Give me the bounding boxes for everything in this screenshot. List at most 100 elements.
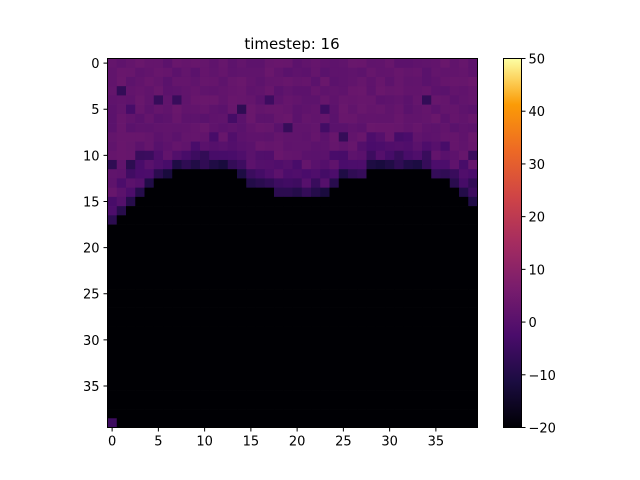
heatmap-cell bbox=[246, 316, 256, 327]
heatmap-cell bbox=[209, 159, 219, 170]
heatmap-cell bbox=[144, 159, 155, 170]
heatmap-cell bbox=[283, 279, 293, 290]
heatmap-cell bbox=[153, 390, 164, 401]
y-tick-label: 0 bbox=[91, 57, 99, 72]
heatmap-cell bbox=[227, 76, 238, 87]
heatmap-cell bbox=[200, 279, 210, 290]
heatmap-cell bbox=[366, 113, 377, 124]
heatmap-cell bbox=[153, 178, 164, 188]
heatmap-cell bbox=[357, 344, 367, 355]
heatmap-cell bbox=[274, 187, 284, 198]
heatmap-cell bbox=[144, 86, 155, 96]
heatmap-cell bbox=[366, 307, 377, 318]
heatmap-cell bbox=[468, 298, 478, 308]
heatmap-cell bbox=[440, 298, 451, 308]
heatmap-cell bbox=[403, 399, 414, 410]
heatmap-cell bbox=[264, 270, 275, 281]
heatmap-cell bbox=[209, 132, 219, 142]
heatmap-cell bbox=[116, 113, 127, 124]
heatmap-cell bbox=[292, 344, 303, 355]
heatmap-cell bbox=[135, 298, 145, 308]
heatmap-cell bbox=[227, 372, 238, 382]
heatmap-cell bbox=[385, 353, 395, 364]
heatmap-cell bbox=[283, 178, 293, 188]
colorbar-tick-label: 10 bbox=[529, 263, 546, 278]
heatmap-cell bbox=[227, 67, 238, 78]
heatmap-cell bbox=[394, 409, 404, 419]
heatmap-cell bbox=[218, 307, 229, 318]
heatmap-cell bbox=[440, 76, 451, 87]
heatmap-cell bbox=[385, 141, 395, 152]
heatmap-cell bbox=[459, 344, 469, 355]
heatmap-cell bbox=[338, 261, 349, 272]
heatmap-cell bbox=[163, 353, 173, 364]
heatmap-cell bbox=[135, 150, 145, 161]
heatmap-cell bbox=[394, 270, 404, 281]
heatmap-cell bbox=[255, 372, 266, 382]
heatmap-cell bbox=[283, 316, 293, 327]
heatmap-cell bbox=[412, 243, 423, 253]
heatmap-cell bbox=[246, 159, 256, 170]
heatmap-cell bbox=[385, 362, 395, 373]
heatmap-cell bbox=[292, 289, 303, 299]
heatmap-cell bbox=[264, 76, 275, 87]
heatmap-cell bbox=[431, 58, 441, 69]
heatmap-cell bbox=[459, 326, 469, 336]
heatmap-cell bbox=[431, 381, 441, 391]
heatmap-cell bbox=[163, 141, 173, 152]
heatmap-cell bbox=[107, 409, 118, 419]
heatmap-cell bbox=[237, 187, 247, 198]
y-tick-label: 35 bbox=[83, 380, 100, 395]
heatmap-cell bbox=[385, 279, 395, 290]
heatmap-cell bbox=[255, 104, 266, 115]
heatmap-cell bbox=[163, 169, 173, 179]
heatmap-cell bbox=[181, 289, 192, 299]
heatmap-cell bbox=[440, 224, 451, 235]
heatmap-cell bbox=[329, 150, 340, 161]
heatmap-cell bbox=[283, 215, 293, 225]
heatmap-cell bbox=[107, 206, 118, 216]
heatmap-cell bbox=[366, 362, 377, 373]
heatmap-cell bbox=[283, 224, 293, 235]
heatmap-cell bbox=[135, 86, 145, 96]
heatmap-cell bbox=[311, 353, 321, 364]
heatmap-cell bbox=[107, 298, 118, 308]
heatmap-cell bbox=[181, 58, 192, 69]
heatmap-cell bbox=[320, 141, 330, 152]
heatmap-cell bbox=[338, 326, 349, 336]
heatmap-cell bbox=[348, 243, 358, 253]
heatmap-cell bbox=[144, 150, 155, 161]
heatmap-cell bbox=[375, 307, 386, 318]
heatmap-cell bbox=[366, 270, 377, 281]
heatmap-cell bbox=[172, 399, 182, 410]
heatmap-cell bbox=[292, 381, 303, 391]
heatmap-cell bbox=[126, 215, 136, 225]
colorbar-tick-label: −10 bbox=[529, 369, 556, 384]
y-tick-label: 15 bbox=[83, 195, 100, 210]
heatmap-cell bbox=[320, 270, 330, 281]
heatmap-cell bbox=[144, 372, 155, 382]
x-tick-label: 25 bbox=[335, 435, 352, 450]
heatmap-cell bbox=[200, 261, 210, 272]
heatmap-cell bbox=[255, 67, 266, 78]
heatmap-cell bbox=[292, 58, 303, 69]
heatmap-cell bbox=[126, 326, 136, 336]
heatmap-cell bbox=[255, 409, 266, 419]
heatmap-cell bbox=[431, 233, 441, 244]
heatmap-cell bbox=[144, 399, 155, 410]
heatmap-cell bbox=[366, 252, 377, 262]
heatmap-cell bbox=[135, 243, 145, 253]
heatmap-cell bbox=[311, 261, 321, 272]
heatmap-cell bbox=[338, 141, 349, 152]
heatmap-cell bbox=[468, 326, 478, 336]
heatmap-cell bbox=[348, 67, 358, 78]
heatmap-cell bbox=[329, 372, 340, 382]
heatmap-cell bbox=[200, 58, 210, 69]
colorbar-tick-label: −20 bbox=[529, 422, 556, 437]
heatmap-cell bbox=[255, 141, 266, 152]
heatmap-cell bbox=[468, 381, 478, 391]
heatmap-cell bbox=[274, 372, 284, 382]
heatmap-cell bbox=[311, 159, 321, 170]
heatmap-cell bbox=[338, 169, 349, 179]
